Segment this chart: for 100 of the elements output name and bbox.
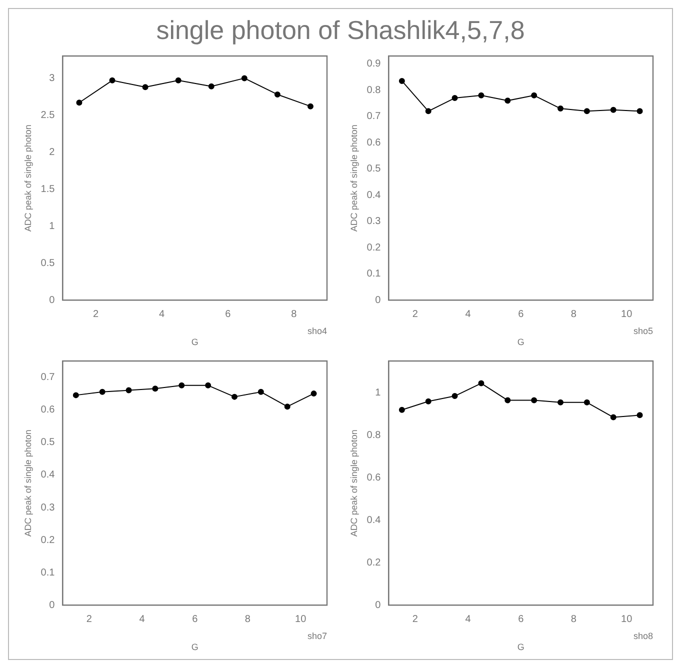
y-tick-label: 1 [375, 388, 382, 399]
point [636, 412, 643, 418]
y-tick-label: 0 [49, 600, 56, 611]
x-tick-label: 6 [518, 614, 524, 625]
y-tick-label: 1.5 [40, 184, 56, 195]
point [241, 75, 248, 82]
point [208, 83, 214, 90]
point [398, 406, 405, 413]
x-tick-label: 10 [621, 308, 633, 320]
point [310, 390, 317, 397]
point [504, 98, 511, 104]
y-tick-label: 0 [49, 294, 56, 306]
y-tick-label: 0.2 [366, 242, 382, 254]
x-tick-label: 6 [518, 308, 524, 320]
text: sho5 [633, 326, 653, 336]
y-tick-label: 0.9 [366, 58, 382, 70]
x-tick-label: 2 [412, 614, 418, 625]
x-tick-label: 4 [139, 614, 146, 625]
y-tick-label: 2.5 [40, 110, 56, 121]
point [258, 388, 264, 395]
point [636, 108, 643, 114]
point [109, 77, 116, 84]
x-tick-label: 4 [159, 308, 166, 320]
y-tick-label: 3 [49, 72, 56, 84]
point [152, 386, 158, 392]
y-tick-label: 0.2 [366, 557, 382, 568]
x-tick-label: 8 [244, 614, 251, 625]
point [478, 92, 484, 98]
point [610, 414, 616, 420]
point [452, 393, 458, 400]
point [557, 399, 564, 406]
x-axis-title: G [517, 337, 524, 348]
point [142, 84, 148, 90]
x-axis-title: G [191, 642, 198, 652]
x-tick-label: 2 [86, 614, 92, 625]
point [504, 397, 511, 404]
y-tick-label: 0.7 [40, 372, 56, 384]
y-tick-label: 0.1 [366, 268, 382, 280]
y-tick-label: 0.3 [40, 502, 56, 514]
point [425, 398, 432, 404]
x-tick-label: 2 [92, 308, 99, 320]
x-tick-label: 4 [465, 614, 472, 625]
y-tick-label: 0.5 [366, 164, 382, 175]
text: sho7 [307, 631, 327, 642]
y-axis-title: ADC peak of single photon [348, 430, 359, 537]
point [274, 91, 280, 98]
point [205, 382, 212, 388]
point [99, 388, 106, 395]
y-tick-label: 0.8 [366, 84, 382, 96]
point [452, 95, 458, 102]
y-tick-label: 0.5 [40, 258, 56, 269]
point [72, 392, 79, 398]
point [231, 394, 238, 400]
y-tick-label: 0.6 [40, 404, 56, 416]
x-axis-title: G [191, 337, 198, 348]
x-tick-label: 2 [412, 308, 418, 320]
y-tick-label: 1 [49, 220, 56, 232]
point [610, 106, 616, 113]
point [557, 106, 564, 112]
y-axis-title: ADC peak of single photon [22, 124, 33, 232]
y-tick-label: 0.6 [366, 137, 382, 148]
x-tick-label: 6 [192, 614, 198, 625]
x-tick-label: 6 [225, 308, 232, 320]
x-tick-label: 4 [465, 308, 472, 320]
y-tick-label: 0 [375, 600, 382, 611]
x-axis-title: G [517, 642, 524, 652]
point [478, 380, 484, 386]
y-tick-label: 0.4 [366, 190, 382, 201]
y-tick-label: 0 [375, 294, 382, 306]
y-axis-title: ADC peak of single photon [348, 124, 359, 232]
point [425, 108, 432, 114]
x-tick-label: 10 [621, 614, 633, 625]
x-tick-label: 10 [295, 614, 307, 625]
text: sho8 [633, 631, 653, 642]
point [307, 103, 314, 110]
point [175, 77, 182, 84]
point [126, 387, 132, 394]
x-tick-label: 8 [570, 614, 577, 625]
x-tick-label: 8 [570, 308, 577, 320]
chart-title: single photon of Shashlik4,5,7,8 [155, 14, 526, 47]
y-tick-label: 0.3 [366, 216, 382, 228]
point [531, 397, 538, 404]
y-tick-label: 0.6 [366, 472, 382, 484]
y-tick-label: 0.4 [40, 470, 56, 481]
y-tick-label: 0.1 [40, 567, 56, 578]
point [398, 78, 405, 84]
point [584, 108, 590, 114]
point [178, 382, 185, 388]
point [76, 100, 82, 106]
x-tick-label: 8 [291, 308, 298, 320]
y-tick-label: 0.5 [40, 437, 56, 448]
y-tick-label: 0.2 [40, 534, 56, 546]
y-tick-label: 2 [49, 146, 56, 158]
point [584, 399, 590, 406]
y-axis-title: ADC peak of single photon [22, 430, 33, 537]
y-tick-label: 0.8 [366, 430, 382, 442]
y-tick-label: 0.7 [366, 111, 382, 122]
text: sho4 [307, 326, 327, 336]
point [284, 404, 290, 410]
y-tick-label: 0.4 [366, 515, 382, 526]
